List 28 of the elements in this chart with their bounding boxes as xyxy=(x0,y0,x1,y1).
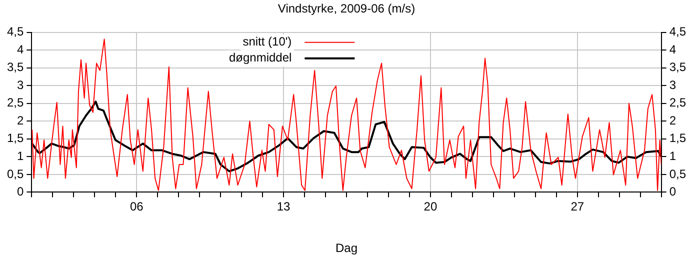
y2-tick-label: 0 xyxy=(669,184,676,199)
y-tick-label: 4,5 xyxy=(6,24,24,39)
x-tick-label: 06 xyxy=(130,200,144,214)
chart-title: Vindstyrke, 2009-06 (m/s) xyxy=(278,2,416,16)
y2-tick-label: 2,5 xyxy=(669,96,686,110)
y2-tick-label: 3,5 xyxy=(669,60,686,74)
y2-tick-label: 3 xyxy=(669,78,676,92)
x-tick-label: 27 xyxy=(570,200,584,214)
legend-label: snitt (10') xyxy=(242,34,292,49)
x-tick-label: 13 xyxy=(276,200,291,214)
y2-tick-label: 4,5 xyxy=(669,24,686,39)
y-tick-label: 0 xyxy=(16,184,24,199)
y2-tick-label: 2 xyxy=(669,113,676,128)
y-tick-label: 1 xyxy=(16,149,24,163)
y-tick-label: 3,5 xyxy=(6,60,24,74)
y-tick-label: 3 xyxy=(16,78,24,92)
y-tick-label: 2 xyxy=(16,113,24,128)
y2-tick-label: 4 xyxy=(669,42,676,56)
y-tick-label: 1,5 xyxy=(6,131,24,146)
x-axis-title: Dag xyxy=(335,241,358,256)
y2-tick-label: 1,5 xyxy=(669,131,686,146)
y2-tick-label: 0,5 xyxy=(669,166,686,181)
y-tick-label: 2,5 xyxy=(6,96,24,110)
y2-tick-label: 1 xyxy=(669,149,676,163)
legend-label: døgnmiddel xyxy=(228,50,292,65)
y-tick-label: 4 xyxy=(16,42,24,56)
y-tick-label: 0,5 xyxy=(6,166,24,181)
x-tick-label: 20 xyxy=(424,200,438,214)
